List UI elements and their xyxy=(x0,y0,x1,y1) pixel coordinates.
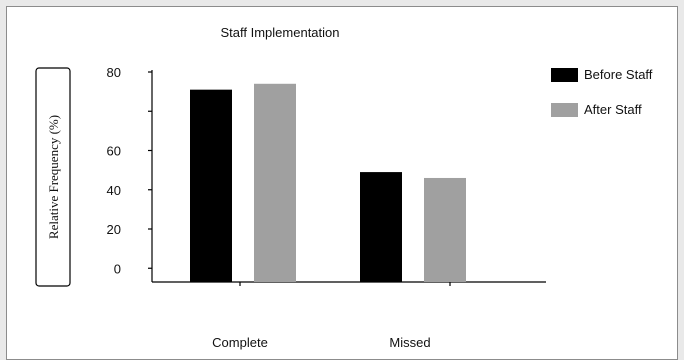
legend-swatch xyxy=(551,103,578,117)
legend: Before Staff After Staff xyxy=(551,67,653,117)
y-axis-label-box: Relative Frequency (%) xyxy=(35,67,71,287)
y-tick-label: 20 xyxy=(107,222,121,237)
bar-after-staff-complete xyxy=(254,83,296,283)
chart-frame xyxy=(6,6,678,360)
y-tick-label: 80 xyxy=(107,65,121,80)
x-axis-labels: Complete Missed xyxy=(212,335,430,350)
chart-title: Staff Implementation xyxy=(221,25,340,40)
legend-label: After Staff xyxy=(584,102,642,117)
bars xyxy=(190,83,466,283)
bar-after-staff-missed xyxy=(424,177,466,282)
y-axis-ticks: 80 60 40 20 0 xyxy=(107,65,152,276)
y-tick-label: 40 xyxy=(107,183,121,198)
x-axis-ticks xyxy=(239,282,451,286)
legend-swatch xyxy=(551,68,578,82)
x-tick-label: Complete xyxy=(212,335,268,350)
bar-before-staff-missed xyxy=(360,172,402,282)
x-tick-label: Missed xyxy=(389,335,430,350)
legend-label: Before Staff xyxy=(584,67,653,82)
y-tick-label: 60 xyxy=(107,144,121,159)
y-axis-label: Relative Frequency (%) xyxy=(46,115,61,239)
bar-before-staff-complete xyxy=(190,89,232,282)
y-tick-label: 0 xyxy=(114,261,121,276)
